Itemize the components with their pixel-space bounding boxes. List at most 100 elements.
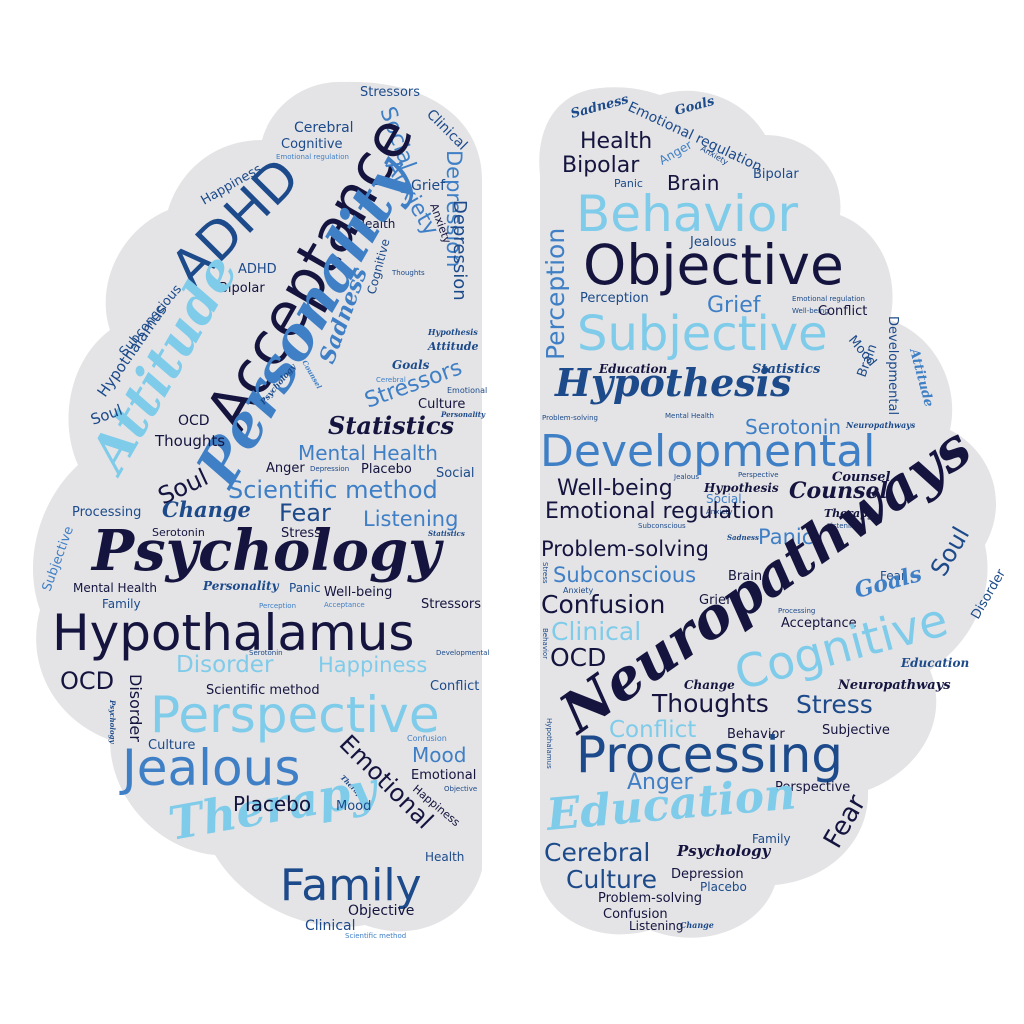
- word-behavior: Behavior: [576, 185, 798, 243]
- word-serotonin-2: Serotonin: [249, 649, 283, 657]
- word-ocd: OCD: [178, 413, 210, 429]
- word-panic-r2: Panic: [758, 525, 813, 549]
- word-stress-r: Stress: [541, 562, 549, 584]
- word-disorder: Disorder: [126, 674, 145, 742]
- word-brain-r3: Brain: [728, 569, 762, 584]
- word-depression-r: Depression: [671, 867, 744, 882]
- word-psychology-main: Psychology: [90, 518, 444, 584]
- left-brain-lobe: [32, 81, 482, 932]
- word-hypothesis-r2: Hypothesis: [703, 481, 779, 495]
- word-family-r: Family: [752, 832, 791, 846]
- word-listening-r2: Listening: [629, 919, 684, 933]
- word-counsel-r: Counsel: [832, 470, 891, 485]
- word-scientific-method-3: Scientific method: [345, 932, 406, 940]
- word-well-being-r2: Well-being: [557, 476, 673, 501]
- word-brain-r: Brain: [667, 171, 719, 195]
- word-placebo-2: Placebo: [233, 792, 311, 816]
- word-jealous-r: Jealous: [689, 235, 737, 250]
- word-panic: Panic: [289, 581, 321, 595]
- word-health-r: Health: [580, 129, 652, 154]
- word-ocd-2: OCD: [60, 667, 114, 695]
- word-fear: Fear: [279, 499, 331, 527]
- word-hypothesis-r: Hypothesis: [554, 360, 791, 405]
- word-grief-r: Grief: [707, 293, 762, 318]
- word-clinical-2: Clinical: [305, 918, 355, 934]
- word-serotonin-r: Serotonin: [745, 415, 841, 439]
- word-grief: Grief: [411, 178, 446, 194]
- word-subconscious-r2: Subconscious: [553, 563, 696, 587]
- word-developmental: Developmental: [436, 649, 489, 657]
- word-education-r: Education: [598, 362, 667, 376]
- word-emotional-3: Emotional: [411, 768, 476, 783]
- word-perception-r: Perception: [541, 228, 570, 360]
- word-education-r2: Education: [900, 656, 969, 670]
- word-panic-r: Panic: [614, 177, 643, 190]
- word-change: Change: [162, 497, 251, 522]
- word-placebo: Placebo: [361, 462, 412, 477]
- word-counsel-r2: Counsel: [789, 478, 888, 504]
- word-hypothalamus-main: Hypothalamus: [52, 604, 414, 662]
- word-anxiety-r2: Anxiety: [706, 508, 733, 516]
- word-thoughts-r: Thoughts: [651, 689, 769, 718]
- word-happiness-2: Happiness: [318, 653, 427, 677]
- word-subconscious-r: Subconscious: [638, 522, 686, 530]
- word-depression-2: Depression: [449, 200, 470, 301]
- word-emotional: Emotional: [447, 386, 487, 395]
- word-mental-health: Mental Health: [298, 441, 438, 465]
- word-depression-3: Depression: [310, 465, 349, 473]
- word-depression: Depression: [442, 150, 466, 267]
- word-processing-r: Processing: [778, 607, 815, 615]
- word-health-2: Health: [425, 850, 464, 864]
- word-cognitive: Cognitive: [281, 137, 343, 152]
- word-processing: Processing: [72, 505, 141, 520]
- word-attitude-2: Attitude: [427, 340, 478, 353]
- word-personality-3: Personality: [202, 579, 280, 593]
- word-sadness-r2: Sadness: [727, 533, 759, 542]
- word-emotional-regulation-r2: Emotional regulation: [792, 295, 865, 303]
- word-goals: Goals: [392, 358, 430, 372]
- word-psychology-2: Psychology: [108, 699, 117, 745]
- word-stressors-3: Stressors: [421, 597, 481, 612]
- word-cerebral-2: Cerebral: [376, 376, 406, 384]
- word-confusion: Confusion: [407, 734, 447, 743]
- word-bipolar: Bipolar: [219, 281, 265, 296]
- word-objective-r: Objective: [583, 233, 844, 297]
- word-objective-2: Objective: [348, 903, 414, 919]
- word-serotonin: Serotonin: [152, 526, 205, 539]
- word-well-being-r: Well-being: [792, 307, 829, 315]
- word-placebo-r: Placebo: [700, 880, 747, 894]
- word-anger-r2: Anger: [627, 770, 693, 795]
- word-listening-r: Listening: [827, 522, 859, 530]
- word-developmental-r2: Developmental: [540, 426, 875, 477]
- word-anxiety-r3: Anxiety: [563, 586, 594, 595]
- word-hypothesis: Hypothesis: [427, 327, 478, 337]
- word-stressors: Stressors: [360, 85, 420, 100]
- word-hypothalamus-r: Hypothalamus: [545, 718, 553, 769]
- word-behavior-r: Behavior: [541, 628, 549, 659]
- word-problem-solving-r: Problem-solving: [542, 414, 598, 422]
- word-cerebral-r: Cerebral: [544, 838, 650, 867]
- word-clinical-r: Clinical: [551, 617, 641, 646]
- word-thoughts-2: Thoughts: [154, 432, 225, 450]
- word-conflict: Conflict: [430, 679, 479, 694]
- word-bipolar-r: Bipolar: [562, 153, 640, 178]
- word-jealous: Jealous: [119, 739, 300, 797]
- word-grief-r2: Grief: [699, 593, 731, 608]
- word-conflict-r2: Conflict: [609, 717, 696, 743]
- word-processing-r2: Processing: [576, 726, 843, 784]
- word-subjective-r: Subjective: [577, 306, 828, 362]
- word-health: Health: [356, 217, 395, 231]
- word-perspective-r: Perspective: [738, 471, 779, 479]
- word-stress: Stress: [281, 526, 321, 541]
- word-problem-solving-r2: Problem-solving: [541, 537, 709, 561]
- word-mood: Mood: [412, 743, 466, 767]
- word-culture-r: Culture: [566, 865, 657, 894]
- word-psychology-r: Psychology: [676, 842, 772, 860]
- word-culture: Culture: [418, 397, 465, 412]
- word-perception-r2: Perception: [580, 291, 649, 306]
- word-scientific-method-2: Scientific method: [206, 683, 320, 698]
- word-personality-2: Personality: [440, 410, 486, 419]
- word-family-main: Family: [280, 860, 422, 911]
- word-confusion-r: Confusion: [541, 590, 665, 619]
